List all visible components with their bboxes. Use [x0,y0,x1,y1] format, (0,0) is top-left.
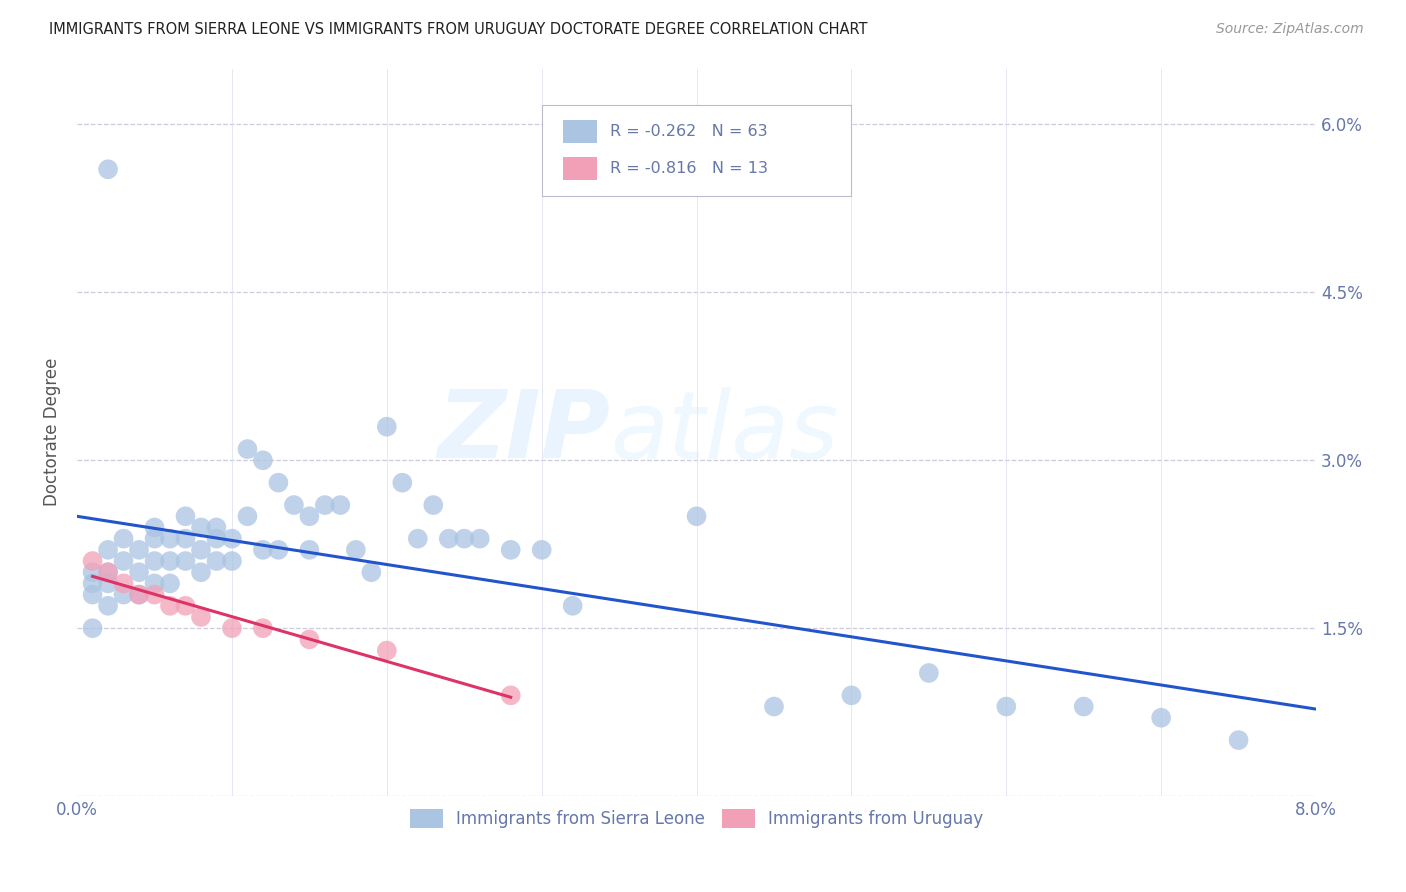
Point [205,520,228,534]
Point [143,576,166,591]
Point [252,542,274,557]
Point [143,554,166,568]
Point [97,576,120,591]
Point [561,599,583,613]
Y-axis label: Doctorate Degree: Doctorate Degree [44,358,60,507]
Point [128,588,150,602]
Point [344,542,367,557]
Point [298,632,321,647]
Text: R = -0.262   N = 63: R = -0.262 N = 63 [610,124,768,139]
Point [422,498,444,512]
Point [174,599,197,613]
Point [97,566,120,580]
Point [406,532,429,546]
Point [252,453,274,467]
Point [159,554,181,568]
Point [82,554,104,568]
Point [499,542,522,557]
Point [143,520,166,534]
Point [221,554,243,568]
Text: IMMIGRANTS FROM SIERRA LEONE VS IMMIGRANTS FROM URUGUAY DOCTORATE DEGREE CORRELA: IMMIGRANTS FROM SIERRA LEONE VS IMMIGRAN… [49,22,868,37]
Point [159,599,181,613]
Point [1227,733,1250,747]
Point [499,689,522,703]
Point [190,566,212,580]
Text: R = -0.816   N = 13: R = -0.816 N = 13 [610,161,768,176]
Point [298,509,321,524]
Point [128,588,150,602]
Text: Source: ZipAtlas.com: Source: ZipAtlas.com [1216,22,1364,37]
Point [82,576,104,591]
Point [112,532,135,546]
Point [918,665,941,680]
Point [314,498,336,512]
Point [283,498,305,512]
Point [762,699,785,714]
Point [1073,699,1095,714]
Point [143,532,166,546]
Point [174,509,197,524]
Legend: Immigrants from Sierra Leone, Immigrants from Uruguay: Immigrants from Sierra Leone, Immigrants… [404,803,990,835]
Point [453,532,475,546]
Point [174,532,197,546]
Point [82,588,104,602]
Point [190,610,212,624]
Point [1150,711,1173,725]
Point [143,588,166,602]
Point [97,566,120,580]
Point [437,532,460,546]
FancyBboxPatch shape [562,157,598,180]
Point [82,621,104,635]
Point [112,588,135,602]
Point [375,419,398,434]
Text: ZIP: ZIP [437,386,610,478]
Point [252,621,274,635]
Point [298,542,321,557]
Point [159,532,181,546]
Point [205,532,228,546]
Point [190,520,212,534]
Point [236,442,259,456]
Point [97,162,120,177]
Point [159,576,181,591]
Point [468,532,491,546]
Point [360,566,382,580]
Point [267,542,290,557]
Point [995,699,1018,714]
Point [391,475,413,490]
Point [97,542,120,557]
Point [267,475,290,490]
Point [685,509,707,524]
Point [221,621,243,635]
FancyBboxPatch shape [541,105,852,196]
Point [329,498,352,512]
Point [128,566,150,580]
Point [97,599,120,613]
Point [112,576,135,591]
Point [128,542,150,557]
Point [221,532,243,546]
Point [375,643,398,657]
Point [174,554,197,568]
Point [205,554,228,568]
Point [236,509,259,524]
Point [841,689,863,703]
Point [190,542,212,557]
FancyBboxPatch shape [562,120,598,144]
Point [530,542,553,557]
Point [82,566,104,580]
Point [112,554,135,568]
Text: atlas: atlas [610,387,838,478]
